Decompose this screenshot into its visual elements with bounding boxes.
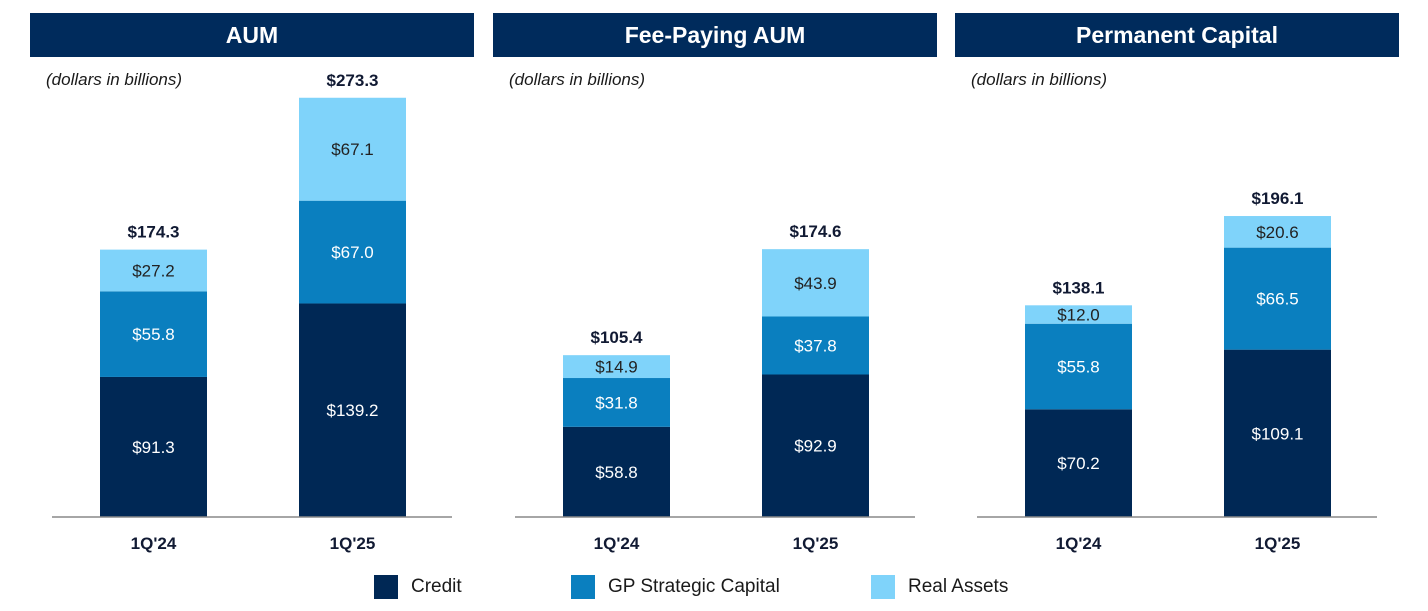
bar-segment-gp-strategic-capital	[563, 378, 670, 427]
data-label: $67.0	[331, 243, 374, 262]
bar-segment-credit	[100, 376, 207, 517]
legend-label: GP Strategic Capital	[608, 576, 780, 597]
legend-item-gp-strategic-capital: GP Strategic Capital	[571, 572, 780, 602]
data-label: $14.9	[595, 358, 638, 377]
data-label: $92.9	[794, 437, 837, 456]
chart-panel-permanent-capital: Permanent Capital (dollars in billions) …	[955, 13, 1399, 553]
unit-label: (dollars in billions)	[971, 70, 1108, 89]
data-label: $139.2	[327, 401, 379, 420]
x-tick-label: 1Q'25	[1255, 534, 1301, 553]
panel-title: Fee-Paying AUM	[493, 13, 937, 57]
panel-title: Permanent Capital	[955, 13, 1399, 57]
panel-title: AUM	[30, 13, 474, 57]
chart-svg: $70.2 $55.8 $12.0 $138.1 1Q'24 $109.1 $66.5 $20…	[977, 189, 1377, 553]
data-label: $55.8	[1057, 358, 1100, 377]
bar-segment-credit	[762, 374, 869, 517]
bar-segment-real-assets	[100, 249, 207, 292]
total-label: $273.3	[327, 71, 379, 90]
legend-label: Real Assets	[908, 576, 1009, 597]
legend-swatch	[571, 575, 595, 599]
legend-swatch	[871, 575, 895, 599]
data-label: $55.8	[132, 325, 175, 344]
total-label: $174.6	[790, 222, 842, 241]
bar-segment-real-assets	[563, 355, 670, 379]
data-label: $31.8	[595, 393, 638, 412]
chart-panel-aum: AUM (dollars in billions) $91.3 $55.8 $27.…	[30, 13, 474, 553]
x-tick-label: 1Q'25	[330, 534, 376, 553]
total-label: $196.1	[1252, 189, 1304, 208]
data-label: $66.5	[1256, 290, 1299, 309]
bar-segment-real-assets	[1025, 305, 1132, 324]
total-label: $174.3	[128, 223, 180, 242]
bar-segment-gp-strategic-capital	[762, 316, 869, 375]
data-label: $70.2	[1057, 454, 1100, 473]
legend-item-real-assets: Real Assets	[871, 572, 1008, 602]
total-label: $105.4	[591, 328, 644, 347]
bar-segment-gp-strategic-capital	[1025, 323, 1132, 410]
data-label: $37.8	[794, 336, 837, 355]
data-label: $20.6	[1256, 223, 1299, 242]
legend-label: Credit	[411, 576, 462, 597]
bar-segment-credit	[563, 426, 670, 517]
bar-segment-credit	[299, 303, 406, 517]
total-label: $138.1	[1053, 278, 1105, 297]
x-tick-label: 1Q'24	[131, 534, 177, 553]
unit-label: (dollars in billions)	[46, 70, 183, 89]
unit-label: (dollars in billions)	[509, 70, 646, 89]
bar-segment-real-assets	[299, 97, 406, 201]
bar-segment-real-assets	[762, 249, 869, 317]
chart-legend: Credit GP Strategic Capital Real Assets	[0, 572, 1428, 602]
data-label: $67.1	[331, 140, 374, 159]
x-tick-label: 1Q'24	[594, 534, 640, 553]
bar-segment-credit	[1025, 409, 1132, 517]
data-label: $43.9	[794, 274, 837, 293]
data-label: $58.8	[595, 463, 638, 482]
bar-segment-real-assets	[1224, 216, 1331, 248]
chart-svg: $58.8 $31.8 $14.9 $105.4 1Q'24 $92.9 $37.8 $43.…	[515, 222, 915, 553]
data-label: $109.1	[1252, 424, 1304, 443]
x-tick-label: 1Q'24	[1056, 534, 1102, 553]
bar-segment-gp-strategic-capital	[299, 200, 406, 304]
bar-segment-gp-strategic-capital	[100, 291, 207, 377]
data-label: $91.3	[132, 438, 175, 457]
chart-panel-fee-paying-aum: Fee-Paying AUM (dollars in billions) $58…	[493, 13, 937, 553]
bar-segment-gp-strategic-capital	[1224, 247, 1331, 350]
bar-segment-credit	[1224, 349, 1331, 517]
x-tick-label: 1Q'25	[793, 534, 839, 553]
data-label: $27.2	[132, 261, 175, 280]
legend-item-credit: Credit	[374, 572, 462, 602]
chart-svg: $91.3 $55.8 $27.2 $174.3 1Q'24 $139.2 $67.0 $67…	[52, 71, 452, 553]
data-label: $12.0	[1057, 306, 1100, 325]
legend-swatch	[374, 575, 398, 599]
